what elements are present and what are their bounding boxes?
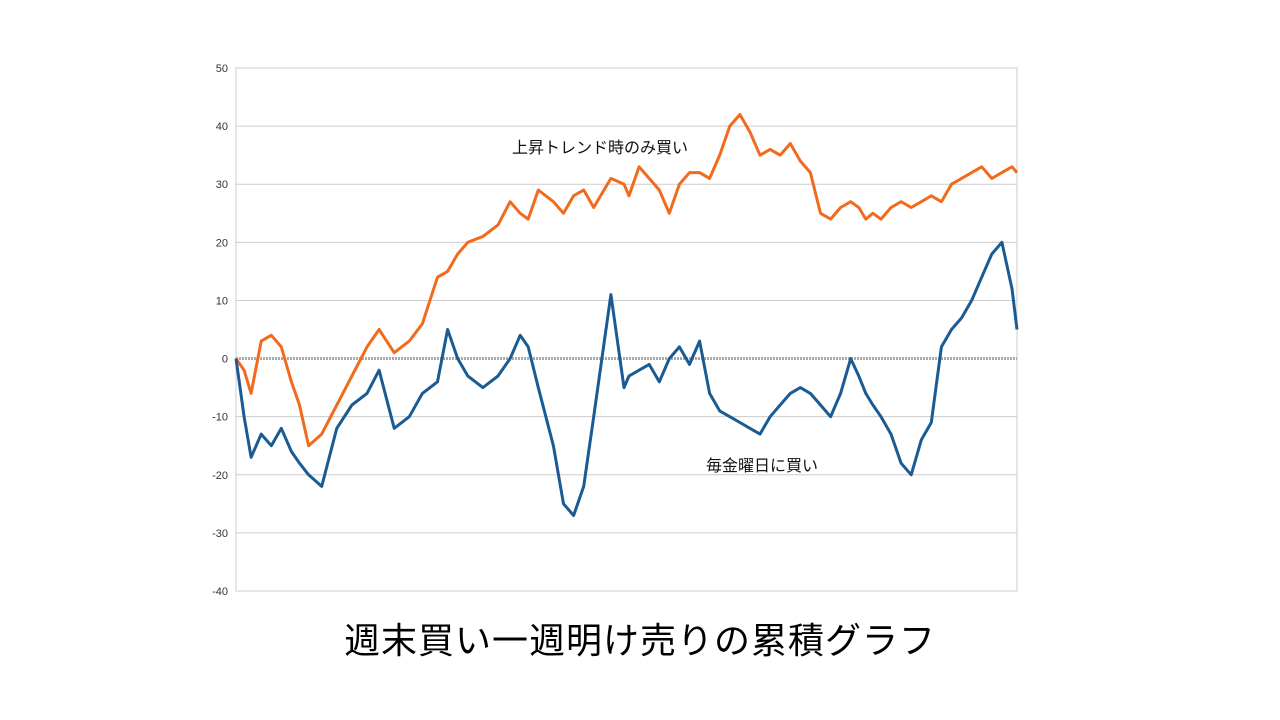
y-tick-label: -30 bbox=[212, 528, 228, 540]
series-layer bbox=[234, 113, 1019, 517]
y-tick-label: 10 bbox=[216, 295, 228, 307]
y-tick-label: 50 bbox=[216, 63, 228, 75]
y-tick-label: -10 bbox=[212, 412, 228, 424]
series-line-up-trend bbox=[234, 113, 1019, 448]
series-line-friday bbox=[234, 240, 1019, 517]
y-tick-label: 0 bbox=[222, 354, 228, 366]
y-tick-label: 40 bbox=[216, 121, 228, 133]
y-tick-label: -40 bbox=[212, 586, 228, 598]
y-tick-label: 30 bbox=[216, 179, 228, 191]
chart-caption: 週末買い一週明け売りの累積グラフ bbox=[343, 621, 936, 662]
annotation-friday: 毎金曜日に買い bbox=[706, 456, 818, 475]
y-tick-label: -20 bbox=[212, 470, 228, 482]
y-tick-labels: 50 40 30 20 10 0 -10 -20 -30 -40 bbox=[212, 63, 228, 598]
y-tick-label: 20 bbox=[216, 237, 228, 249]
annotation-up-trend: 上昇トレンド時のみ買い bbox=[512, 138, 688, 157]
grid-layer bbox=[235, 67, 1018, 592]
